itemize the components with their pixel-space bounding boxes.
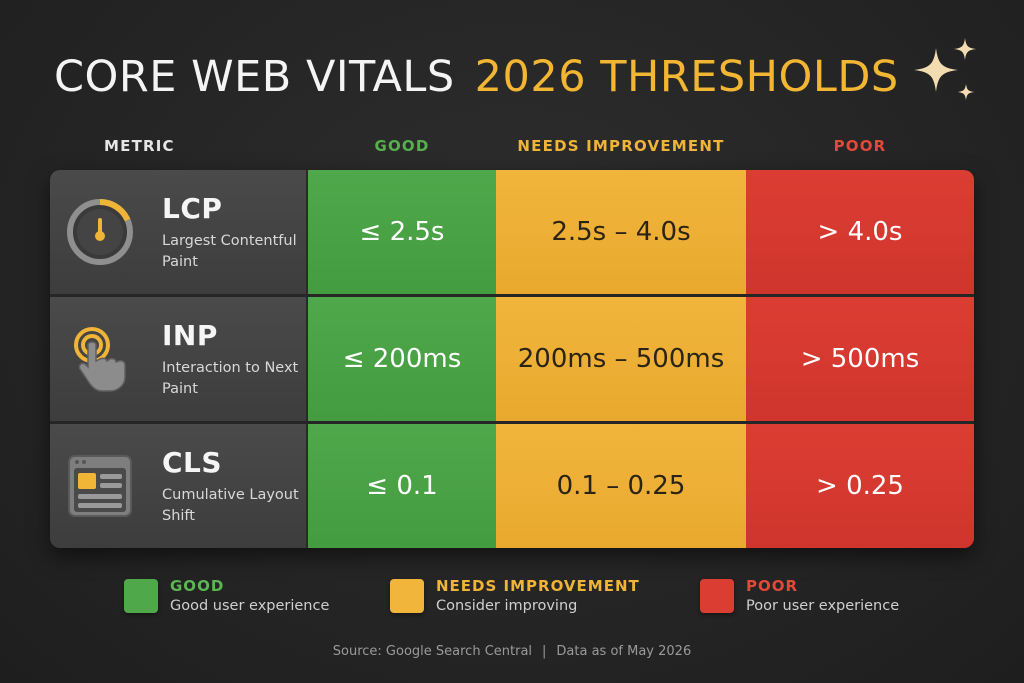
metric-abbreviation: INP [162, 318, 218, 352]
good-threshold: ≤ 0.1 [308, 424, 496, 548]
tap-hand-icon [74, 327, 126, 392]
column-header-metric: METRIC [104, 137, 175, 155]
needs-improvement-threshold: 2.5s – 4.0s [496, 170, 746, 294]
needs-improvement-threshold: 0.1 – 0.25 [496, 424, 746, 548]
metric-abbreviation: LCP [162, 191, 223, 225]
metric-cell: CLS Cumulative Layout Shift [50, 424, 308, 548]
source-text: Source: Google Search Central [332, 644, 533, 659]
needs-improvement-threshold: 200ms – 500ms [496, 297, 746, 421]
good-threshold: ≤ 2.5s [308, 170, 496, 294]
poor-threshold: > 500ms [746, 297, 974, 421]
metric-full-name: Largest Contentful Paint [162, 232, 297, 270]
poor-threshold: > 0.25 [746, 424, 974, 548]
metric-full-name: Interaction to Next Paint [162, 359, 299, 397]
layout-window-icon [68, 455, 132, 517]
title-highlight: 2026 THRESHOLDS [474, 52, 899, 102]
metric-cell: LCP Largest Contentful Paint [50, 170, 308, 294]
page-title: CORE WEB VITALS 2026 THRESHOLDS [54, 52, 899, 102]
legend-title: GOOD [170, 577, 225, 595]
legend-item-good: GOOD Good user experience [124, 577, 329, 614]
good-threshold: ≤ 200ms [308, 297, 496, 421]
legend-item-poor: POOR Poor user experience [700, 577, 899, 614]
column-header-good: GOOD [374, 137, 430, 155]
table-row: INP Interaction to Next Paint ≤ 200ms 20… [50, 297, 974, 421]
legend-item-needs-improvement: NEEDS IMPROVEMENT Consider improving [390, 577, 640, 614]
poor-threshold: > 4.0s [746, 170, 974, 294]
thresholds-table: LCP Largest Contentful Paint ≤ 2.5s 2.5s… [50, 170, 974, 548]
table-row: LCP Largest Contentful Paint ≤ 2.5s 2.5s… [50, 170, 974, 294]
legend-swatch-good [124, 579, 158, 613]
table-row: CLS Cumulative Layout Shift ≤ 0.1 0.1 – … [50, 424, 974, 548]
legend-title: POOR [746, 577, 799, 595]
row-divider [50, 421, 974, 424]
legend-description: Consider improving [436, 598, 578, 614]
column-header-poor: POOR [833, 137, 887, 155]
legend-swatch-needs-improvement [390, 579, 424, 613]
row-divider [50, 294, 974, 297]
source-footer: Source: Google Search Central | Data as of… [0, 644, 1024, 659]
legend-description: Good user experience [170, 598, 330, 614]
legend-swatch-poor [700, 579, 734, 613]
legend-title: NEEDS IMPROVEMENT [436, 577, 640, 595]
metric-cell: INP Interaction to Next Paint [50, 297, 308, 421]
timer-gauge-icon [67, 199, 133, 265]
title-main: CORE WEB VITALS [54, 52, 455, 102]
footer-divider: | [542, 644, 547, 659]
metric-full-name: Cumulative Layout Shift [162, 486, 299, 524]
metric-abbreviation: CLS [162, 445, 223, 479]
column-header-needs-improvement: NEEDS IMPROVEMENT [517, 137, 725, 155]
sparkles-icon [914, 38, 976, 100]
legend-description: Poor user experience [746, 598, 900, 614]
data-date: Data as of May 2026 [556, 644, 692, 659]
